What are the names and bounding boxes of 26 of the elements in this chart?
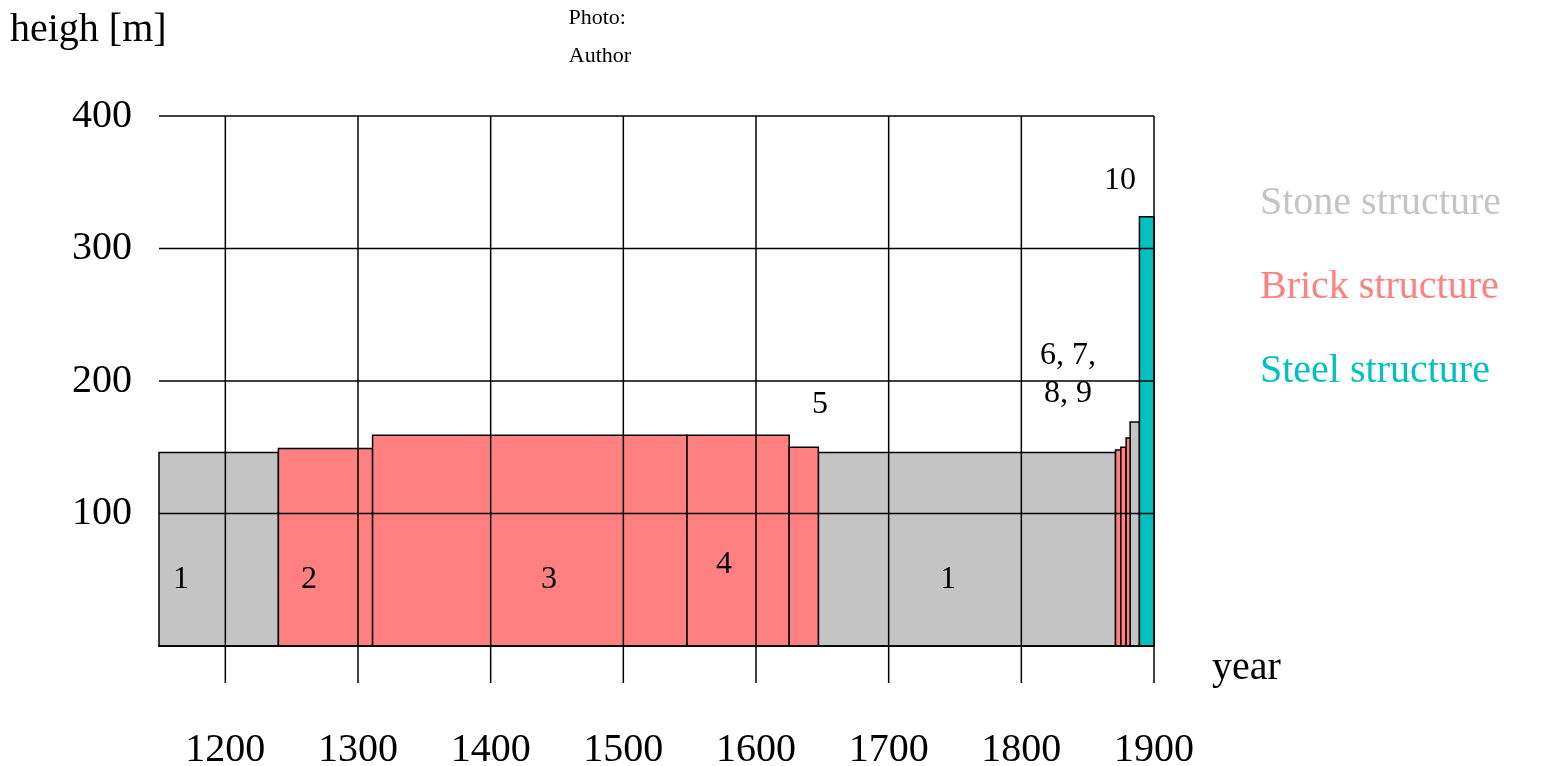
annotation: 6, 7, 8, 9: [1040, 335, 1096, 410]
x-tick-label: 1800: [981, 724, 1062, 766]
y-axis-title: heigh [m]: [10, 4, 167, 50]
y-tick-label: 100: [72, 488, 132, 533]
x-tick-label: 1300: [318, 724, 398, 766]
annotation: 1: [173, 559, 189, 596]
y-tick-label: 200: [72, 355, 132, 401]
x-axis-title: year: [1212, 642, 1281, 688]
x-tick-label: 1700: [848, 724, 929, 766]
text: Steel structure: [1260, 345, 1490, 391]
text: Photo: Author: [568, 3, 632, 67]
y-tick-label: 400: [72, 90, 132, 136]
y-tick-label: 300: [72, 223, 132, 268]
x-tick-label: 1600: [716, 724, 796, 766]
x-tick-label: 1400: [450, 724, 531, 766]
x-tick-label: 1900: [1114, 724, 1194, 766]
annotation: 5: [812, 384, 828, 421]
annotation: 10: [1104, 160, 1136, 197]
annotation: 4: [716, 544, 732, 581]
annotation: 2: [301, 559, 317, 596]
annotation: 3: [541, 559, 557, 596]
text: Stone structure: [1260, 177, 1502, 223]
x-tick-label: 1200: [185, 724, 266, 766]
annotation: 1: [940, 559, 956, 596]
text: Brick structure: [1260, 261, 1499, 307]
x-tick-label: 1500: [583, 724, 664, 766]
